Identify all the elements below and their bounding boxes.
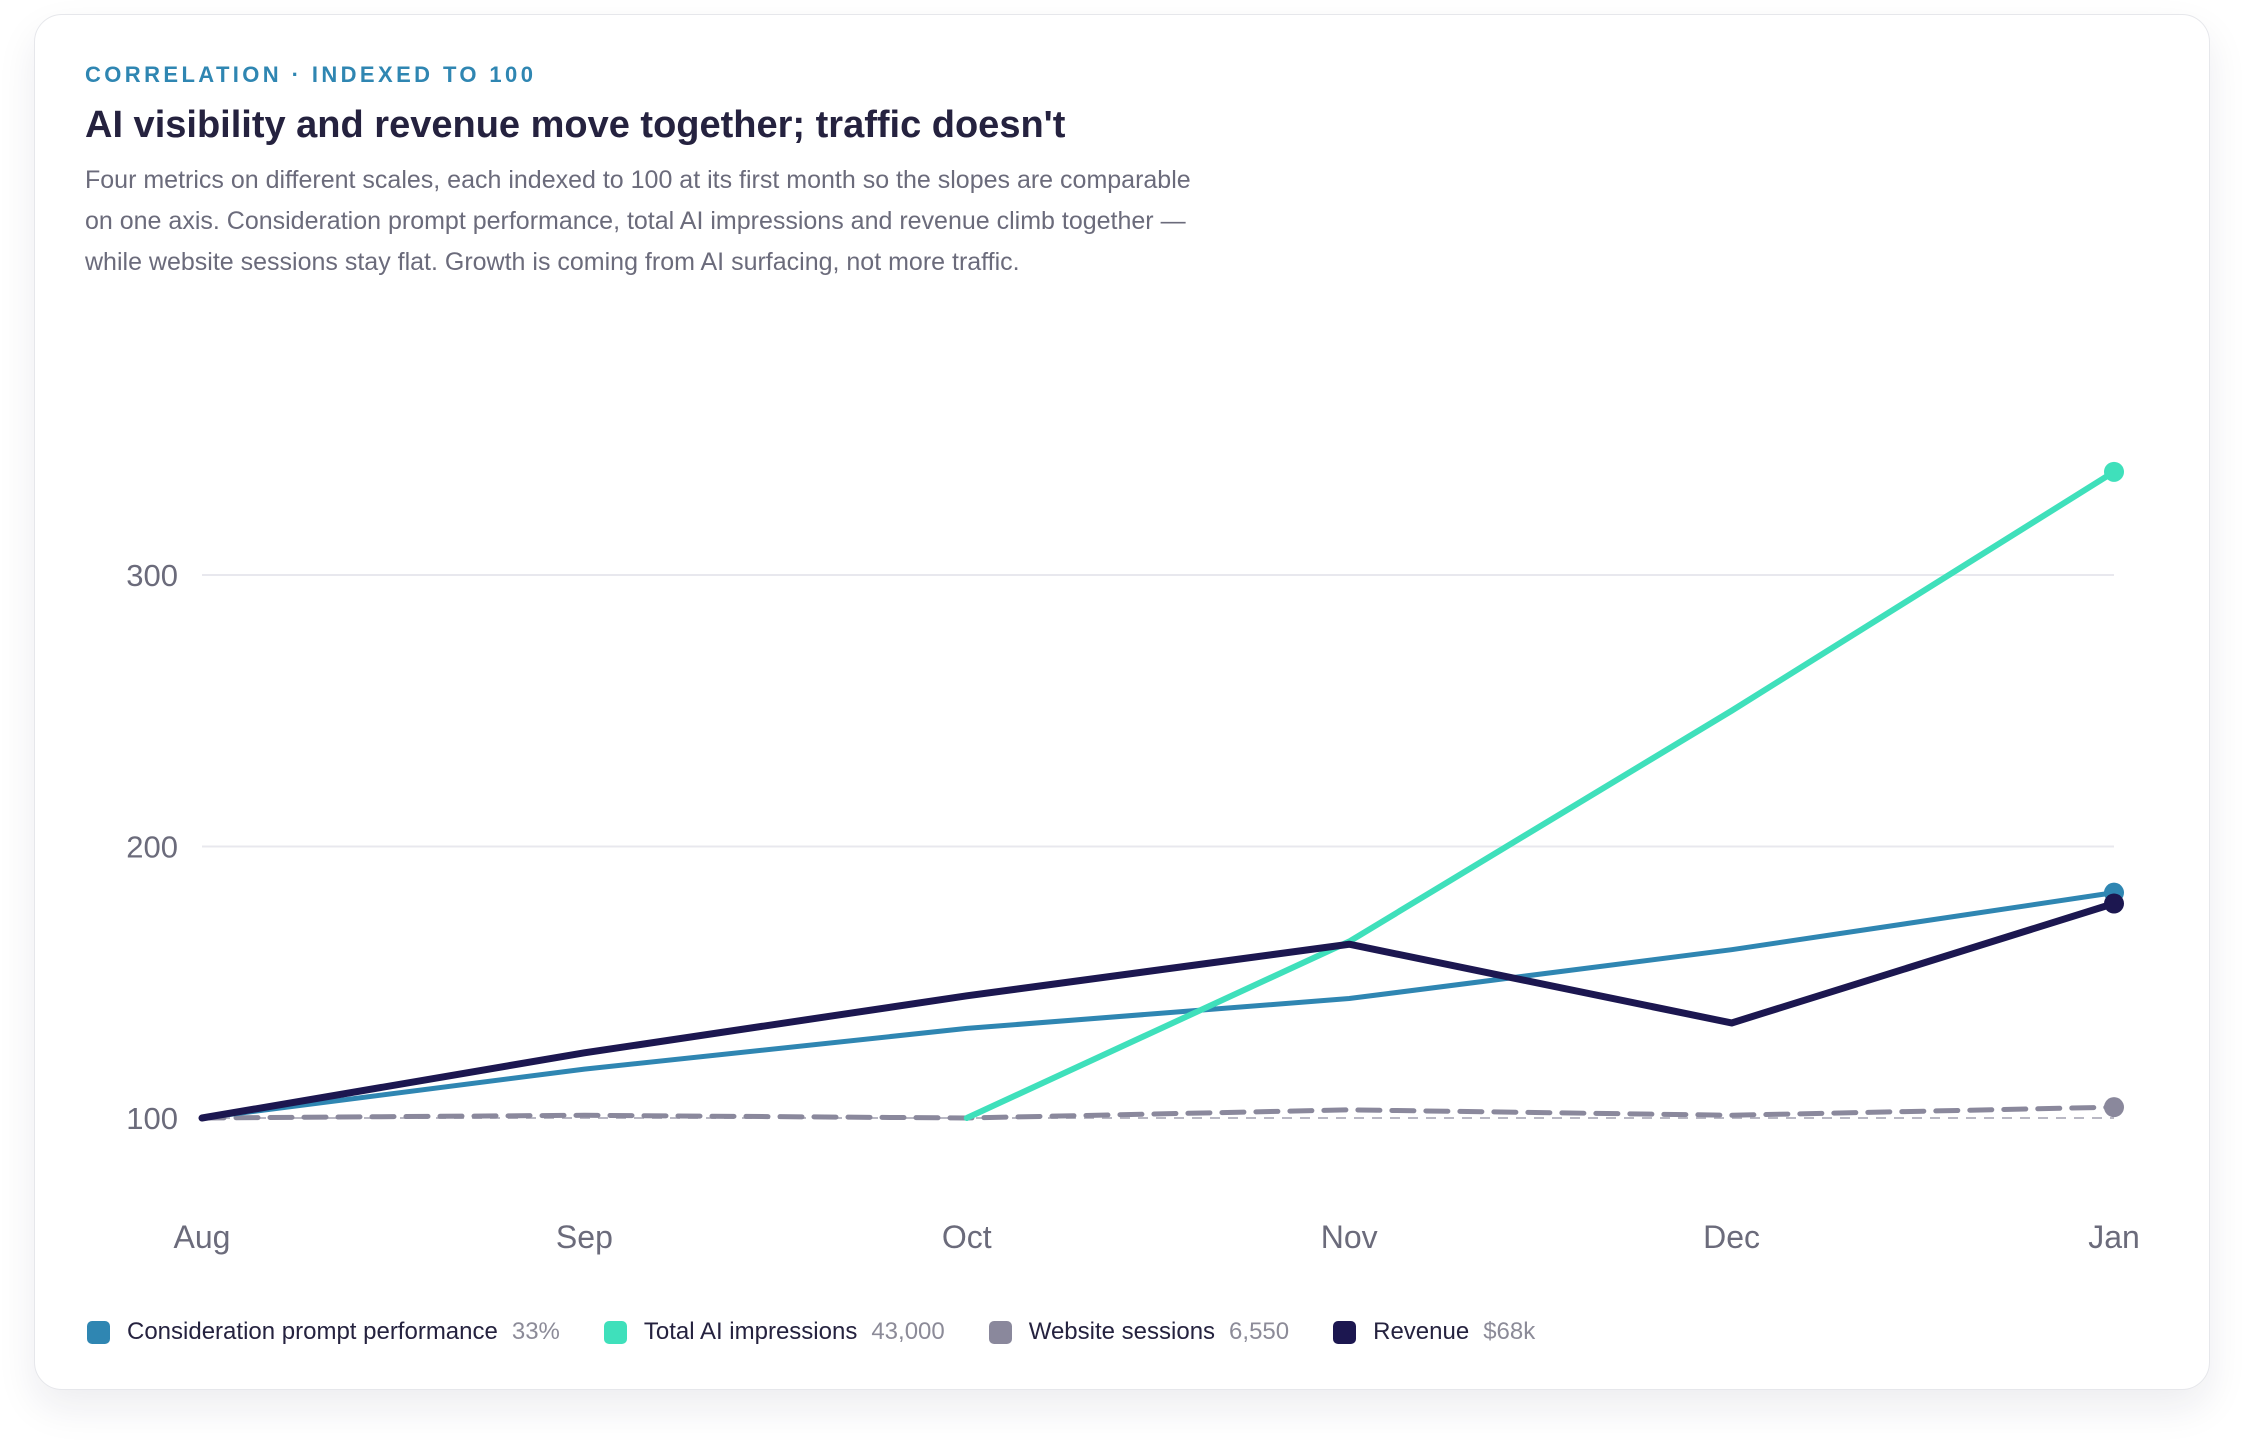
series-end-point-total-ai-impressions: [2104, 461, 2124, 482]
x-tick-label: Jan: [2088, 1219, 2140, 1255]
x-tick-label: Dec: [1703, 1219, 1760, 1255]
legend-label: Consideration prompt performance: [127, 1318, 498, 1345]
legend-swatch: [988, 1320, 1012, 1344]
legend-label: Revenue: [1373, 1318, 1470, 1345]
legend-label: Total AI impressions: [643, 1318, 858, 1345]
series-layer: [198, 461, 2124, 1122]
legend-swatch: [603, 1320, 627, 1344]
y-tick-label: 300: [126, 558, 178, 593]
series-line-revenue: [198, 900, 2118, 1122]
chart-description: Four metrics on different scales, each i…: [85, 166, 1191, 276]
legend-item: Total AI impressions 43,000: [603, 1318, 945, 1346]
legend-item: Consideration prompt performance 33%: [87, 1318, 560, 1346]
x-tick-label: Sep: [556, 1219, 613, 1255]
series-line-total-ai-impressions: [963, 468, 2117, 1121]
legend-swatch: [87, 1320, 110, 1344]
legend-value: $68k: [1483, 1318, 1536, 1345]
legend-swatch: [1333, 1320, 1357, 1344]
legend-value: 6,550: [1229, 1318, 1290, 1345]
legend-value: 43,000: [871, 1318, 945, 1345]
axis-layer: 100 200 300 Aug Sep Oct Nov Dec Jan: [126, 558, 2140, 1255]
legend-value: 33%: [511, 1318, 560, 1345]
legend-item: Website sessions 6,550: [988, 1318, 1290, 1346]
y-tick-label: 100: [126, 1101, 178, 1136]
series-line-consideration-prompt-performance: [199, 890, 2117, 1121]
legend-item: Revenue $68k: [1333, 1318, 1535, 1346]
chart-legend: Consideration prompt performance 33% Total…: [87, 1318, 1579, 1346]
y-tick-label: 200: [126, 830, 178, 865]
legend-label: Website sessions: [1028, 1318, 1216, 1345]
x-tick-label: Oct: [942, 1219, 992, 1255]
x-tick-label: Nov: [1321, 1219, 1378, 1255]
chart-eyebrow: CORRELATION · INDEXED TO 100: [85, 62, 537, 87]
chart-title: AI visibility and revenue move together;…: [85, 104, 1066, 146]
grid-layer: [202, 574, 2114, 1119]
x-tick-label: Aug: [174, 1219, 231, 1255]
series-end-point-website-sessions: [2104, 1097, 2124, 1118]
chart-card: [34, 14, 2210, 1390]
series-end-point-revenue: [2104, 893, 2124, 914]
series-line-website-sessions: [199, 1104, 2117, 1121]
